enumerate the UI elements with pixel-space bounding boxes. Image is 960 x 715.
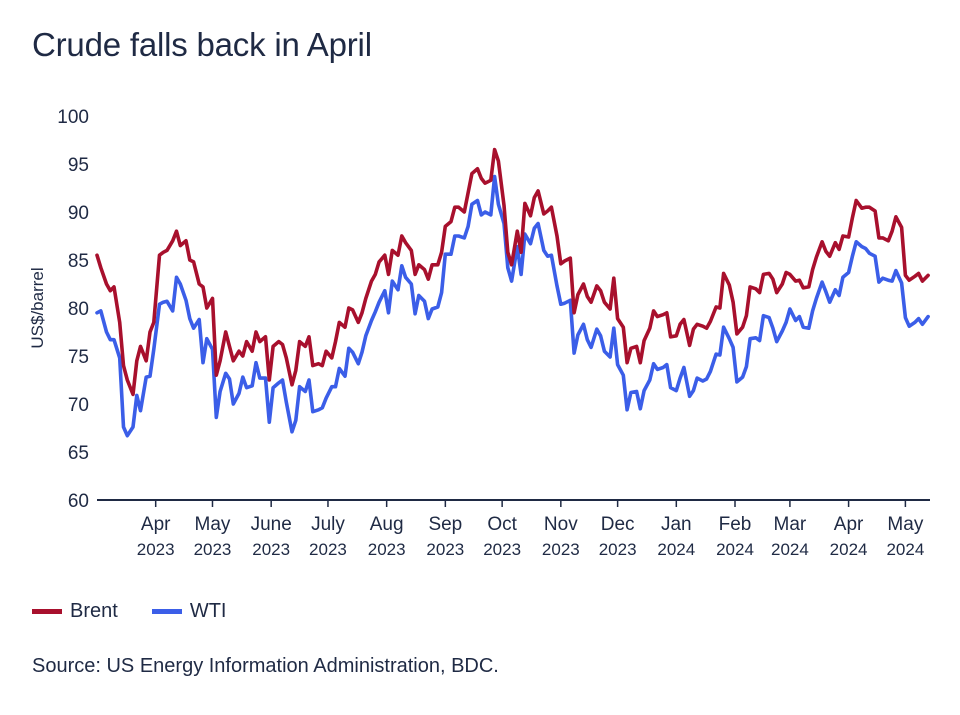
x-tick-year: 2023: [252, 540, 290, 559]
x-tick-year: 2023: [542, 540, 580, 559]
x-tick-month: Apr: [834, 514, 864, 535]
x-tick-month: Aug: [370, 514, 404, 535]
x-tick-month: June: [251, 514, 292, 535]
x-tick-year: 2023: [309, 540, 347, 559]
x-tick-month: Apr: [141, 514, 171, 535]
x-tick-year: 2023: [483, 540, 521, 559]
x-tick-year: 2024: [771, 540, 809, 559]
x-tick-year: 2023: [426, 540, 464, 559]
x-tick-year: 2024: [716, 540, 754, 559]
series-line-wti: [95, 174, 930, 438]
y-tick-label: 90: [68, 203, 89, 224]
x-tick-month: May: [195, 514, 231, 535]
x-tick-year: 2023: [137, 540, 175, 559]
legend-label-brent: Brent: [70, 600, 118, 622]
series-lines: [95, 147, 930, 438]
x-tick-month: Dec: [601, 514, 635, 535]
legend-label-wti: WTI: [189, 600, 227, 622]
x-tick-month: Sep: [428, 514, 462, 535]
y-tick-label: 95: [68, 155, 89, 176]
x-tick-year: 2023: [194, 540, 232, 559]
x-tick-month: Oct: [487, 514, 517, 535]
legend-item-wti: WTI: [151, 600, 227, 623]
x-tick-month: Nov: [544, 514, 578, 535]
y-tick-label: 100: [57, 107, 89, 128]
series-line-brent: [95, 147, 930, 397]
y-tick-label: 60: [68, 491, 89, 512]
y-tick-label: 80: [68, 299, 89, 320]
line-chart: 60 65 70 75 80 85 90 95 100 Apr 2023 May 2023 June 20…: [28, 107, 930, 559]
chart-title: Crude falls back in April: [32, 26, 372, 63]
legend-swatch-wti: [151, 609, 182, 614]
y-axis: 60 65 70 75 80 85 90 95 100: [57, 107, 89, 512]
x-tick-month: Mar: [774, 514, 807, 535]
x-tick-month: Feb: [719, 514, 752, 535]
y-tick-label: 65: [68, 443, 89, 464]
x-tick-year: 2023: [368, 540, 406, 559]
x-tick-month: July: [311, 514, 345, 535]
x-tick-year: 2024: [886, 540, 924, 559]
legend: Brent WTI: [32, 600, 260, 623]
x-tick-month: May: [887, 514, 923, 535]
y-tick-label: 70: [68, 395, 89, 416]
x-axis: Apr 2023 May 2023 June 2023 July 2023 Aug 2023 Sep…: [137, 500, 924, 559]
y-tick-label: 75: [68, 347, 89, 368]
legend-item-brent: Brent: [32, 600, 118, 623]
x-tick-year: 2024: [657, 540, 695, 559]
x-tick-month: Jan: [661, 514, 692, 535]
y-tick-label: 85: [68, 251, 89, 272]
legend-swatch-brent: [32, 609, 62, 614]
x-tick-year: 2023: [599, 540, 637, 559]
x-tick-year: 2024: [830, 540, 868, 559]
y-axis-label: US$/barrel: [28, 267, 47, 348]
source-note: Source: US Energy Information Administra…: [32, 655, 499, 677]
